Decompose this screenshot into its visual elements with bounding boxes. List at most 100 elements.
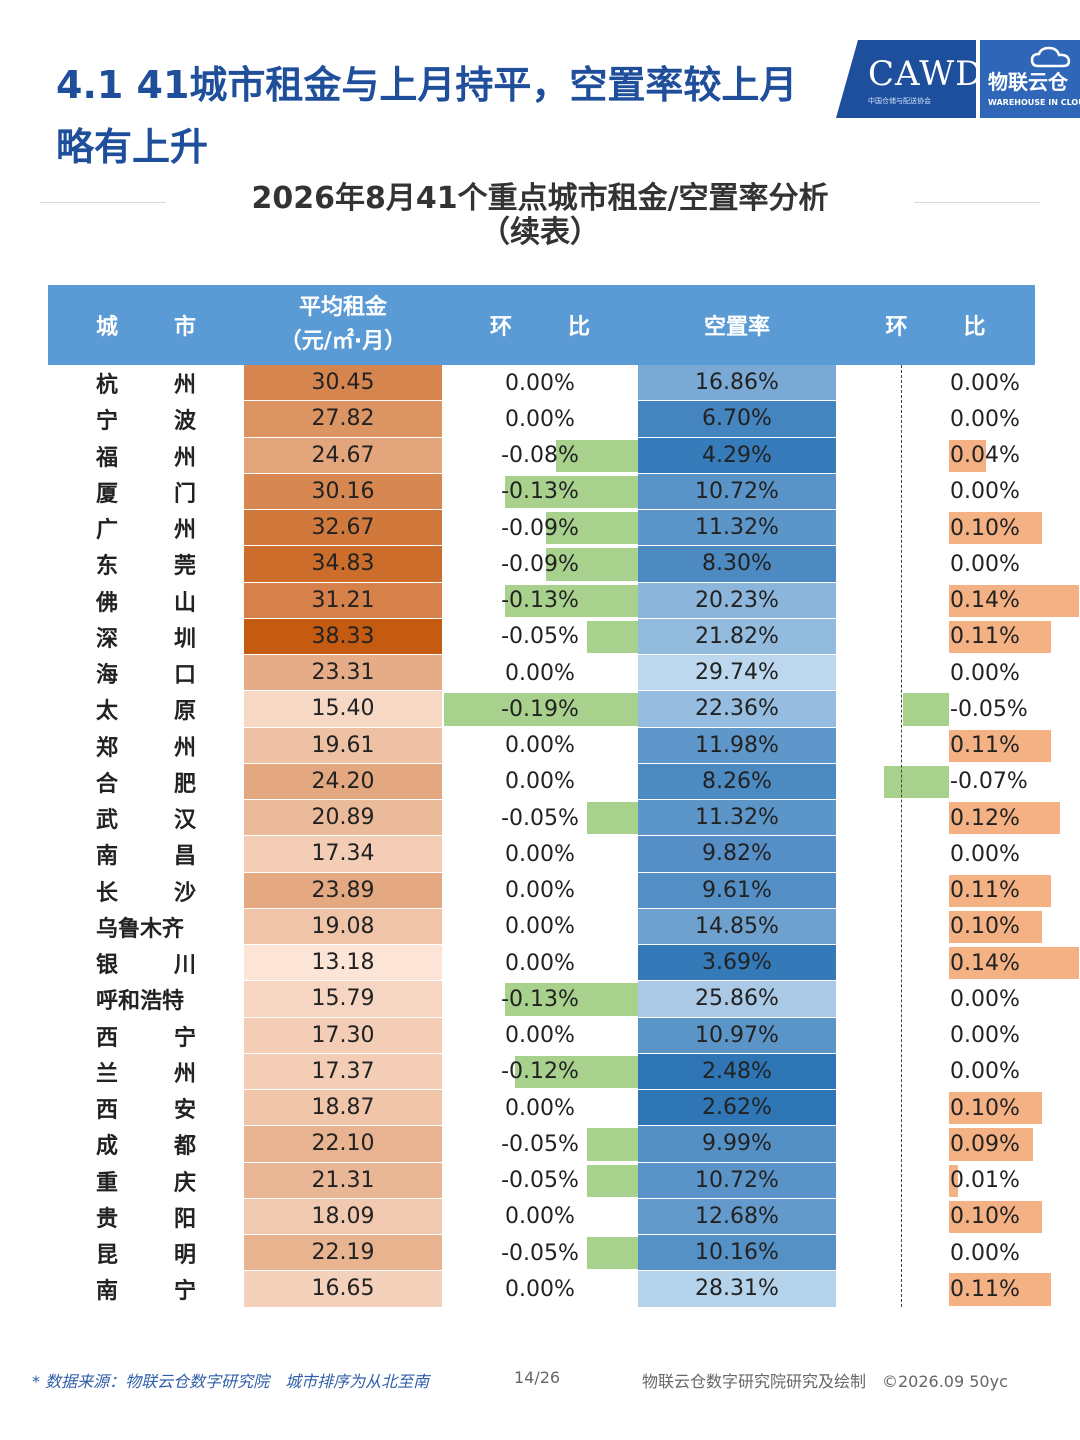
rent-mom-bar [586, 1237, 638, 1270]
avg-rent-cell: 30.16 [244, 473, 442, 510]
city-name: 武汉 [96, 800, 196, 836]
vacancy-value: 3.69% [702, 950, 772, 976]
avg-rent-cell: 19.08 [244, 908, 442, 945]
rent-mom-cell: 0.00% [442, 1090, 638, 1126]
city-name-part: 阳 [173, 1206, 196, 1232]
table-row: 南宁 16.65 0.00% 28.31% 0.11% [48, 1271, 1052, 1308]
rent-mom-value: -0.05% [501, 1168, 579, 1194]
city-name: 贵阳 [96, 1199, 196, 1235]
avg-rent-value: 13.18 [311, 950, 375, 976]
city-name-part: 莞 [173, 554, 196, 580]
avg-rent-cell: 18.09 [244, 1198, 442, 1235]
city-name: 银川 [96, 945, 196, 981]
table-title-line2: （续表） [480, 215, 600, 250]
city-name-part: 乌鲁木齐 [96, 916, 185, 942]
vacancy-mom-bar [949, 874, 1052, 907]
avg-rent-cell: 17.37 [244, 1053, 442, 1090]
brand-logos: CAWD 中国仓储与配送协会 物联云仓 WAREHOUSE IN CLOUD [836, 40, 1080, 118]
table-row: 西宁 17.30 0.00% 10.97% 0.00% [48, 1017, 1035, 1054]
city-name-part: 州 [173, 735, 196, 761]
city-name-part: 贵 [96, 1206, 119, 1232]
city-name-part: 沙 [173, 880, 196, 906]
vacancy-mom-bar [949, 620, 1052, 653]
city-name: 太原 [96, 691, 196, 727]
vacancy-mom-cell: 0.00% [836, 1235, 1035, 1271]
city-name: 佛山 [96, 583, 196, 619]
rent-mom-bar [586, 1128, 638, 1161]
table-row: 银川 13.18 0.00% 3.69% 0.14% [48, 945, 1079, 982]
vacancy-value: 16.86% [695, 370, 779, 396]
vacancy-mom-value: 0.09% [950, 1131, 1020, 1157]
avg-rent-cell: 15.79 [244, 981, 442, 1018]
vacancy-mom-bar [884, 765, 949, 798]
rent-mom-cell: 0.00% [442, 728, 638, 764]
rent-mom-value: 0.00% [505, 406, 575, 432]
avg-rent-value: 22.10 [311, 1131, 375, 1157]
vacancy-value: 2.48% [702, 1058, 772, 1084]
city-name-part: 成 [96, 1134, 119, 1160]
rent-mom-value: -0.13% [501, 588, 579, 614]
vacancy-value: 21.82% [695, 623, 779, 649]
rent-mom-cell: 0.00% [442, 1199, 638, 1235]
table-row: 福州 24.67 -0.08% 4.29% 0.04% [48, 437, 1035, 474]
city-name-part: 呼和浩特 [96, 989, 185, 1015]
city-name: 广州 [96, 510, 196, 546]
avg-rent-value: 18.09 [311, 1203, 375, 1229]
header-vacancy: 空置率 [638, 285, 836, 365]
avg-rent-cell: 30.45 [244, 365, 442, 402]
vacancy-mom-bar [949, 584, 1079, 617]
avg-rent-cell: 38.33 [244, 618, 442, 655]
rent-mom-value: 0.00% [505, 950, 575, 976]
city-name: 海口 [96, 655, 196, 691]
vacancy-value: 8.26% [702, 768, 772, 794]
avg-rent-value: 27.82 [311, 406, 375, 432]
vacancy-cell: 9.99% [638, 1126, 836, 1163]
city-name-part: 宁 [173, 1025, 196, 1051]
rent-mom-value: 0.00% [505, 370, 575, 396]
rent-mom-value: 0.00% [505, 1276, 575, 1302]
table-row: 太原 15.40 -0.19% 22.36% -0.05% [48, 691, 1035, 728]
cawd-logo-subtext: 中国仓储与配送协会 [868, 97, 931, 105]
city-name: 重庆 [96, 1163, 196, 1199]
city-name-part: 郑 [96, 735, 119, 761]
rent-mom-cell: -0.08% [442, 438, 638, 474]
vacancy-value: 9.82% [702, 841, 772, 867]
vacancy-mom-cell: 0.09% [836, 1126, 1035, 1162]
subtitle-rule-left [40, 202, 166, 203]
vacancy-mom-cell: 0.11% [836, 728, 1052, 764]
rent-mom-value: -0.19% [501, 696, 579, 722]
avg-rent-value: 19.61 [311, 732, 375, 758]
vacancy-cell: 10.72% [638, 1162, 836, 1199]
vacancy-cell: 6.70% [638, 401, 836, 438]
rent-mom-bar [505, 983, 638, 1016]
city-name: 呼和浩特 [96, 981, 196, 1017]
vacancy-mom-cell: 0.00% [836, 1018, 1035, 1054]
vacancy-value: 25.86% [695, 986, 779, 1012]
table-title: 2026年8月41个重点城市租金/空置率分析 （续表） [180, 182, 900, 250]
city-name-part: 明 [173, 1243, 196, 1269]
city-name: 合肥 [96, 764, 196, 800]
table-row: 长沙 23.89 0.00% 9.61% 0.11% [48, 872, 1052, 909]
header-vacancy-mom-char1: 环 [885, 315, 908, 340]
avg-rent-cell: 22.19 [244, 1235, 442, 1272]
city-name-part: 波 [173, 409, 196, 435]
avg-rent-value: 21.31 [311, 1167, 375, 1193]
avg-rent-cell: 19.61 [244, 727, 442, 764]
vacancy-mom-zero-axis [901, 365, 902, 1307]
vacancy-value: 29.74% [695, 660, 779, 686]
footer-credit: 物联云仓数字研究院研究及绘制 ©2026.09 50yc [642, 1372, 1008, 1391]
vacancy-mom-cell: 0.10% [836, 1090, 1042, 1126]
rent-mom-value: -0.13% [501, 986, 579, 1012]
avg-rent-cell: 24.20 [244, 763, 442, 800]
city-name-part: 东 [96, 554, 119, 580]
vacancy-value: 10.97% [695, 1022, 779, 1048]
rent-mom-cell: -0.13% [442, 981, 638, 1017]
avg-rent-cell: 18.87 [244, 1090, 442, 1127]
vacancy-cell: 11.32% [638, 800, 836, 837]
vacancy-cell: 16.86% [638, 365, 836, 402]
city-name: 厦门 [96, 474, 196, 510]
rent-mom-bar [546, 512, 638, 545]
rent-mom-bar [556, 439, 638, 472]
avg-rent-cell: 16.65 [244, 1271, 442, 1308]
vacancy-mom-bar [949, 1164, 959, 1197]
